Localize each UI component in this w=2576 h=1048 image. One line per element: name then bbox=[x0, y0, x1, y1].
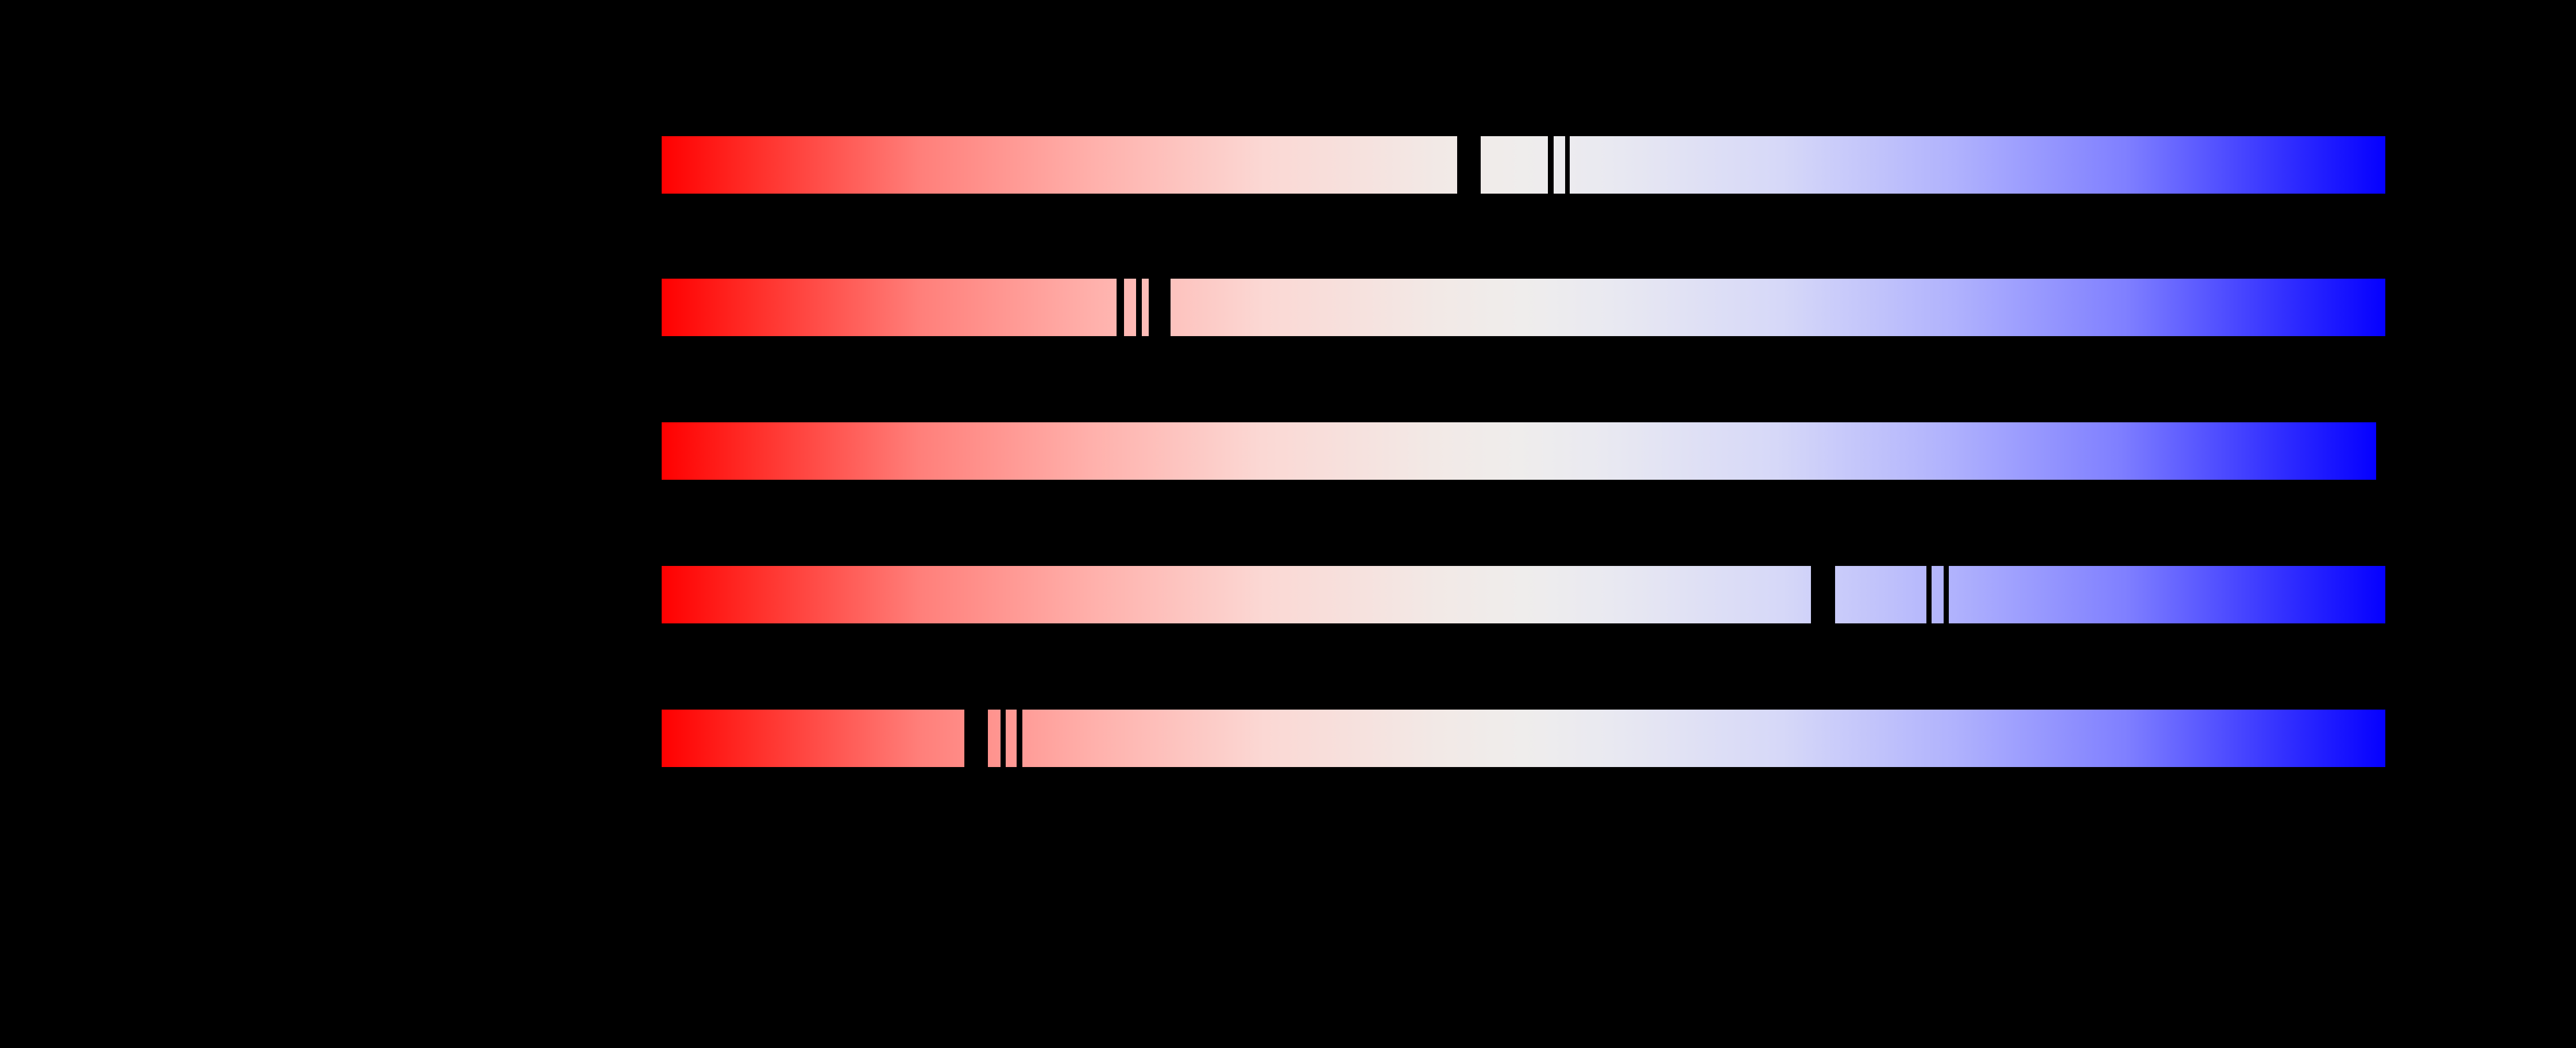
gradient-strip-row-4 bbox=[662, 566, 2385, 623]
marker-line bbox=[964, 710, 988, 767]
marker-line bbox=[1811, 566, 1835, 623]
marker-line bbox=[1457, 136, 1481, 194]
gradient-strip-row-3 bbox=[662, 422, 2376, 480]
marker-line bbox=[1149, 279, 1171, 336]
marker-line bbox=[1001, 710, 1006, 767]
marker-line bbox=[1017, 710, 1022, 767]
gradient-strip-row-2 bbox=[662, 279, 2385, 336]
marker-line bbox=[1548, 136, 1554, 194]
gradient-strip-row-5 bbox=[662, 710, 2385, 767]
gradient-strip-row-1 bbox=[662, 136, 2385, 194]
marker-line bbox=[1136, 279, 1142, 336]
marker-line bbox=[1926, 566, 1932, 623]
marker-line bbox=[1565, 136, 1570, 194]
marker-line bbox=[1944, 566, 1949, 623]
marker-line bbox=[1117, 279, 1124, 336]
